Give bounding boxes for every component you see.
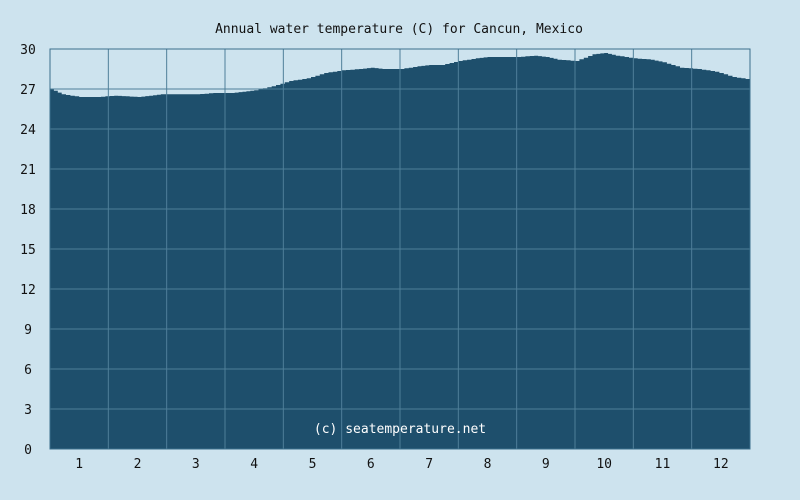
plot-area [49,48,751,450]
x-tick-label: 7 [425,457,433,472]
y-tick-label: 27 [20,83,36,98]
x-tick-label: 10 [596,457,612,472]
y-tick-label: 3 [24,403,32,418]
x-axis: 1 2 3 4 5 6 7 8 9 10 11 12 [75,457,728,472]
y-tick-label: 24 [20,123,36,138]
x-tick-label: 9 [542,457,550,472]
x-tick-label: 3 [192,457,200,472]
gridlines [50,49,750,449]
x-tick-label: 6 [367,457,375,472]
x-tick-label: 2 [134,457,142,472]
y-tick-label: 18 [20,203,36,218]
chart-title: Annual water temperature (C) for Cancun,… [215,22,583,37]
x-tick-label: 1 [75,457,83,472]
x-tick-label: 4 [250,457,258,472]
x-tick-label: 5 [309,457,317,472]
y-tick-label: 30 [20,43,36,58]
x-tick-label: 8 [484,457,492,472]
y-tick-label: 9 [24,323,32,338]
y-tick-label: 6 [24,363,32,378]
y-tick-label: 12 [20,283,36,298]
y-tick-label: 0 [24,443,32,458]
x-tick-label: 11 [655,457,671,472]
y-tick-label: 21 [20,163,36,178]
watermark-text: (c) seatemperature.net [314,422,486,437]
plot-frame [49,48,751,450]
y-axis: 0 3 6 9 12 15 18 21 24 27 30 [20,43,36,458]
x-tick-label: 12 [713,457,729,472]
y-tick-label: 15 [20,243,36,258]
